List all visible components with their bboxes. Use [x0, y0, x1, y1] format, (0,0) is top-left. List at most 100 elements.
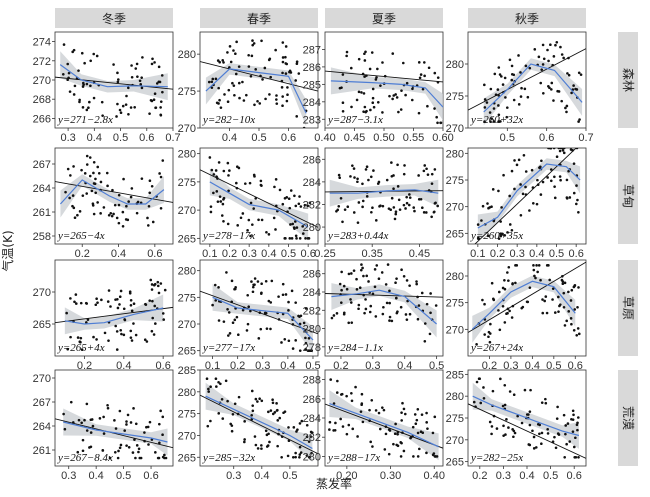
data-point — [134, 67, 138, 70]
data-point — [299, 205, 303, 208]
data-point — [115, 216, 119, 220]
data-point — [77, 69, 80, 72]
data-point — [148, 299, 152, 302]
data-point — [89, 84, 92, 88]
data-point — [425, 302, 429, 306]
data-point — [541, 180, 545, 184]
data-point — [250, 418, 254, 421]
data-point — [542, 91, 545, 95]
data-point — [538, 423, 542, 427]
data-point — [278, 416, 282, 420]
data-point — [538, 432, 541, 436]
data-point — [247, 305, 250, 309]
data-point — [217, 286, 220, 289]
x-tick-label: 0.3 — [496, 470, 511, 482]
data-point — [483, 333, 486, 336]
data-point — [345, 50, 349, 54]
data-point — [295, 60, 299, 64]
data-point — [253, 175, 256, 178]
data-point — [290, 289, 294, 293]
confidence-band — [329, 390, 439, 461]
data-point — [568, 440, 572, 443]
data-point — [544, 295, 548, 298]
column-strip — [468, 8, 586, 28]
data-point — [521, 192, 525, 196]
data-point — [79, 301, 83, 305]
data-point — [226, 161, 230, 165]
data-point — [225, 271, 228, 274]
data-point — [252, 42, 256, 45]
data-point — [284, 293, 288, 296]
data-point — [542, 57, 546, 61]
data-point — [577, 332, 581, 336]
data-point — [505, 312, 508, 316]
y-tick-label: 286 — [303, 154, 321, 166]
data-point — [124, 218, 128, 221]
data-point — [106, 403, 109, 407]
data-point — [572, 329, 576, 332]
y-tick-label: 282 — [303, 305, 321, 317]
x-tick-label: 0.6 — [567, 470, 582, 482]
data-point — [304, 237, 307, 240]
data-point — [69, 400, 73, 404]
data-point — [367, 178, 370, 182]
data-point — [72, 48, 76, 52]
x-tick-label: 0.6 — [569, 248, 584, 260]
data-point — [259, 292, 263, 295]
data-point — [418, 76, 422, 80]
data-point — [549, 148, 553, 150]
data-point — [305, 423, 309, 427]
loess-curve — [64, 307, 164, 325]
data-point — [572, 191, 576, 195]
data-point — [245, 93, 248, 97]
data-point — [546, 432, 550, 435]
data-point — [403, 164, 406, 167]
data-point — [556, 405, 559, 409]
data-point — [250, 413, 253, 417]
x-tick-label: 0.4 — [529, 248, 544, 260]
data-point — [520, 421, 524, 425]
data-point — [396, 432, 399, 436]
data-point — [365, 195, 369, 198]
data-point — [256, 447, 260, 450]
data-point — [136, 200, 140, 204]
y-tick-label: 270 — [446, 123, 464, 135]
data-point — [301, 232, 305, 235]
data-point — [385, 301, 389, 305]
data-point — [215, 190, 219, 193]
data-point — [303, 203, 307, 207]
data-point — [497, 104, 500, 107]
data-point — [576, 306, 579, 309]
data-point — [402, 449, 406, 453]
data-point — [408, 284, 411, 287]
data-point — [433, 71, 437, 75]
data-point — [328, 428, 331, 431]
data-point — [149, 98, 153, 102]
data-point — [222, 220, 225, 223]
data-point — [524, 64, 528, 68]
y-tick-label: 261 — [33, 445, 51, 457]
data-point — [158, 441, 161, 445]
data-point — [161, 455, 165, 459]
data-point — [347, 423, 351, 427]
row-strip-label: 草原 — [621, 296, 635, 320]
data-point — [365, 165, 369, 169]
data-point — [575, 202, 578, 206]
data-point — [377, 277, 381, 281]
data-point — [552, 99, 555, 102]
data-point — [577, 286, 580, 289]
data-point — [234, 52, 237, 55]
data-point — [118, 409, 122, 413]
data-point — [290, 237, 294, 240]
data-point — [150, 283, 154, 286]
data-point — [534, 276, 537, 280]
y-tick-label: 261 — [33, 207, 51, 219]
data-point — [415, 280, 418, 283]
data-point — [235, 315, 239, 319]
data-point — [125, 444, 128, 447]
data-point — [161, 415, 165, 419]
data-point — [512, 393, 516, 396]
data-point — [565, 319, 568, 323]
data-point — [360, 402, 364, 405]
data-point — [291, 455, 295, 459]
